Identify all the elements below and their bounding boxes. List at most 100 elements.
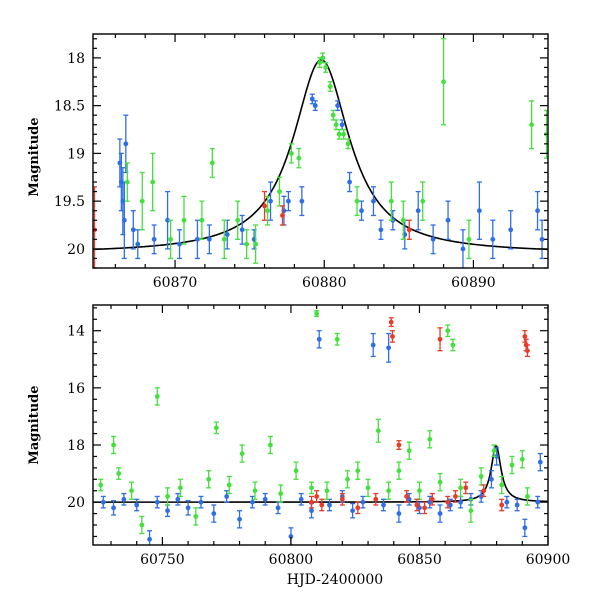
- bottom-point-0-6: [165, 504, 171, 518]
- bottom-point-0-12: [237, 510, 243, 529]
- bottom-point-0-23: [360, 495, 366, 509]
- top-point-1-10: [253, 224, 259, 264]
- top-point-0-21: [335, 100, 341, 112]
- bottom-point-1-9: [206, 470, 212, 489]
- top-point-1-12: [276, 176, 282, 207]
- bottom-point-2-6: [388, 317, 394, 328]
- bottom-point-1-8: [193, 507, 199, 526]
- bottom-point-2-10: [414, 498, 420, 512]
- top-point-1-27: [420, 181, 426, 221]
- top-point-1-4: [181, 195, 187, 245]
- bottom-point-2-3: [339, 492, 345, 506]
- bottom-panel: Magnitude HJD-2400000 60750 60800 60850 609…: [27, 304, 571, 588]
- top-y-tick-label: 19.5: [54, 194, 85, 210]
- top-point-1-24: [354, 186, 360, 217]
- top-point-0-30: [430, 224, 436, 255]
- top-y-tick-label: 18.5: [54, 99, 85, 115]
- top-point-1-3: [168, 219, 174, 260]
- bottom-point-2-17: [481, 484, 487, 498]
- bottom-point-1-14: [267, 435, 273, 455]
- bottom-x-tick-label: 60800: [269, 552, 314, 568]
- bottom-point-0-27: [396, 504, 402, 523]
- bottom-y-tick-label: 20: [67, 495, 85, 511]
- bottom-y-axis-label: Magnitude: [27, 385, 42, 464]
- bottom-point-2-4: [355, 501, 361, 515]
- top-point-1-16: [320, 52, 326, 64]
- bottom-point-1-34: [468, 498, 474, 523]
- top-point-1-23: [345, 138, 351, 150]
- bottom-point-2-7: [389, 330, 395, 343]
- top-axes-frame: [92, 33, 549, 269]
- top-point-0-6: [135, 229, 141, 260]
- bottom-point-0-31: [437, 504, 443, 523]
- bottom-point-0-2: [121, 492, 127, 506]
- top-point-1-15: [317, 57, 323, 69]
- bottom-plot-area: [93, 310, 548, 545]
- bottom-point-0-15: [275, 501, 281, 515]
- bottom-point-1-17: [309, 481, 315, 495]
- top-point-0-13: [239, 214, 245, 245]
- top-point-0-20: [312, 100, 318, 112]
- bottom-y-tick-label: 16: [67, 381, 85, 397]
- top-x-tick-label: 60880: [302, 275, 347, 291]
- bottom-point-2-18: [499, 498, 505, 512]
- top-y-tick-label: 19: [67, 146, 85, 162]
- bottom-point-1-6: [165, 487, 171, 506]
- bottom-point-1-22: [355, 461, 361, 480]
- bottom-point-1-24: [375, 418, 381, 443]
- bottom-point-0-8: [185, 500, 191, 516]
- bottom-point-1-37: [499, 475, 505, 495]
- top-point-0-34: [490, 219, 496, 260]
- bottom-point-1-23: [365, 478, 371, 498]
- bottom-point-0-25: [380, 498, 386, 512]
- bottom-point-0-42: [537, 452, 543, 472]
- top-point-1-21: [336, 128, 342, 140]
- bottom-point-0-19: [316, 330, 322, 349]
- bottom-point-1-13: [252, 481, 258, 500]
- bottom-x-axis-label: HJD-2400000: [287, 572, 383, 588]
- top-point-2-3: [406, 219, 412, 240]
- bottom-point-0-41: [535, 495, 541, 509]
- bottom-point-0-7: [175, 492, 181, 506]
- bottom-point-2-13: [437, 327, 443, 352]
- top-point-0-8: [165, 190, 171, 250]
- top-point-1-14: [296, 147, 302, 169]
- bottom-point-2-14: [445, 495, 451, 509]
- top-point-0-29: [415, 190, 421, 231]
- bottom-point-1-5: [154, 387, 160, 406]
- top-point-1-19: [330, 109, 336, 121]
- top-point-2-1: [262, 190, 268, 221]
- bottom-point-0-40: [522, 518, 528, 538]
- bottom-point-0-17: [298, 492, 304, 506]
- bottom-point-2-16: [463, 481, 469, 495]
- top-point-0-26: [378, 219, 384, 240]
- bottom-point-1-4: [139, 515, 145, 535]
- top-point-0-3: [121, 181, 127, 260]
- top-point-0-31: [445, 200, 451, 240]
- bottom-point-1-30: [437, 472, 443, 492]
- top-point-1-30: [529, 100, 535, 150]
- bottom-axes-frame: [92, 304, 549, 546]
- bottom-point-1-12: [239, 444, 245, 463]
- bottom-point-2-2: [319, 498, 325, 512]
- top-point-0-23: [347, 171, 353, 193]
- top-point-0-25: [370, 186, 376, 217]
- bottom-point-1-20: [334, 332, 340, 346]
- bottom-point-1-27: [406, 441, 412, 460]
- bottom-point-1-29: [427, 430, 433, 449]
- top-point-1-5: [199, 200, 205, 240]
- bottom-point-0-10: [211, 504, 217, 523]
- bottom-x-tick-label: 60900: [526, 552, 571, 568]
- bottom-point-0-9: [198, 495, 204, 509]
- bottom-point-0-11: [224, 490, 230, 503]
- bottom-point-2-5: [373, 492, 379, 506]
- top-point-0-17: [285, 190, 291, 212]
- top-point-1-7: [221, 219, 227, 260]
- top-point-1-11: [265, 195, 271, 226]
- top-point-0-24: [359, 200, 365, 221]
- bottom-point-0-13: [249, 495, 255, 509]
- bottom-point-1-31: [445, 324, 451, 338]
- bottom-point-2-1: [314, 490, 320, 503]
- bottom-point-0-1: [111, 500, 117, 516]
